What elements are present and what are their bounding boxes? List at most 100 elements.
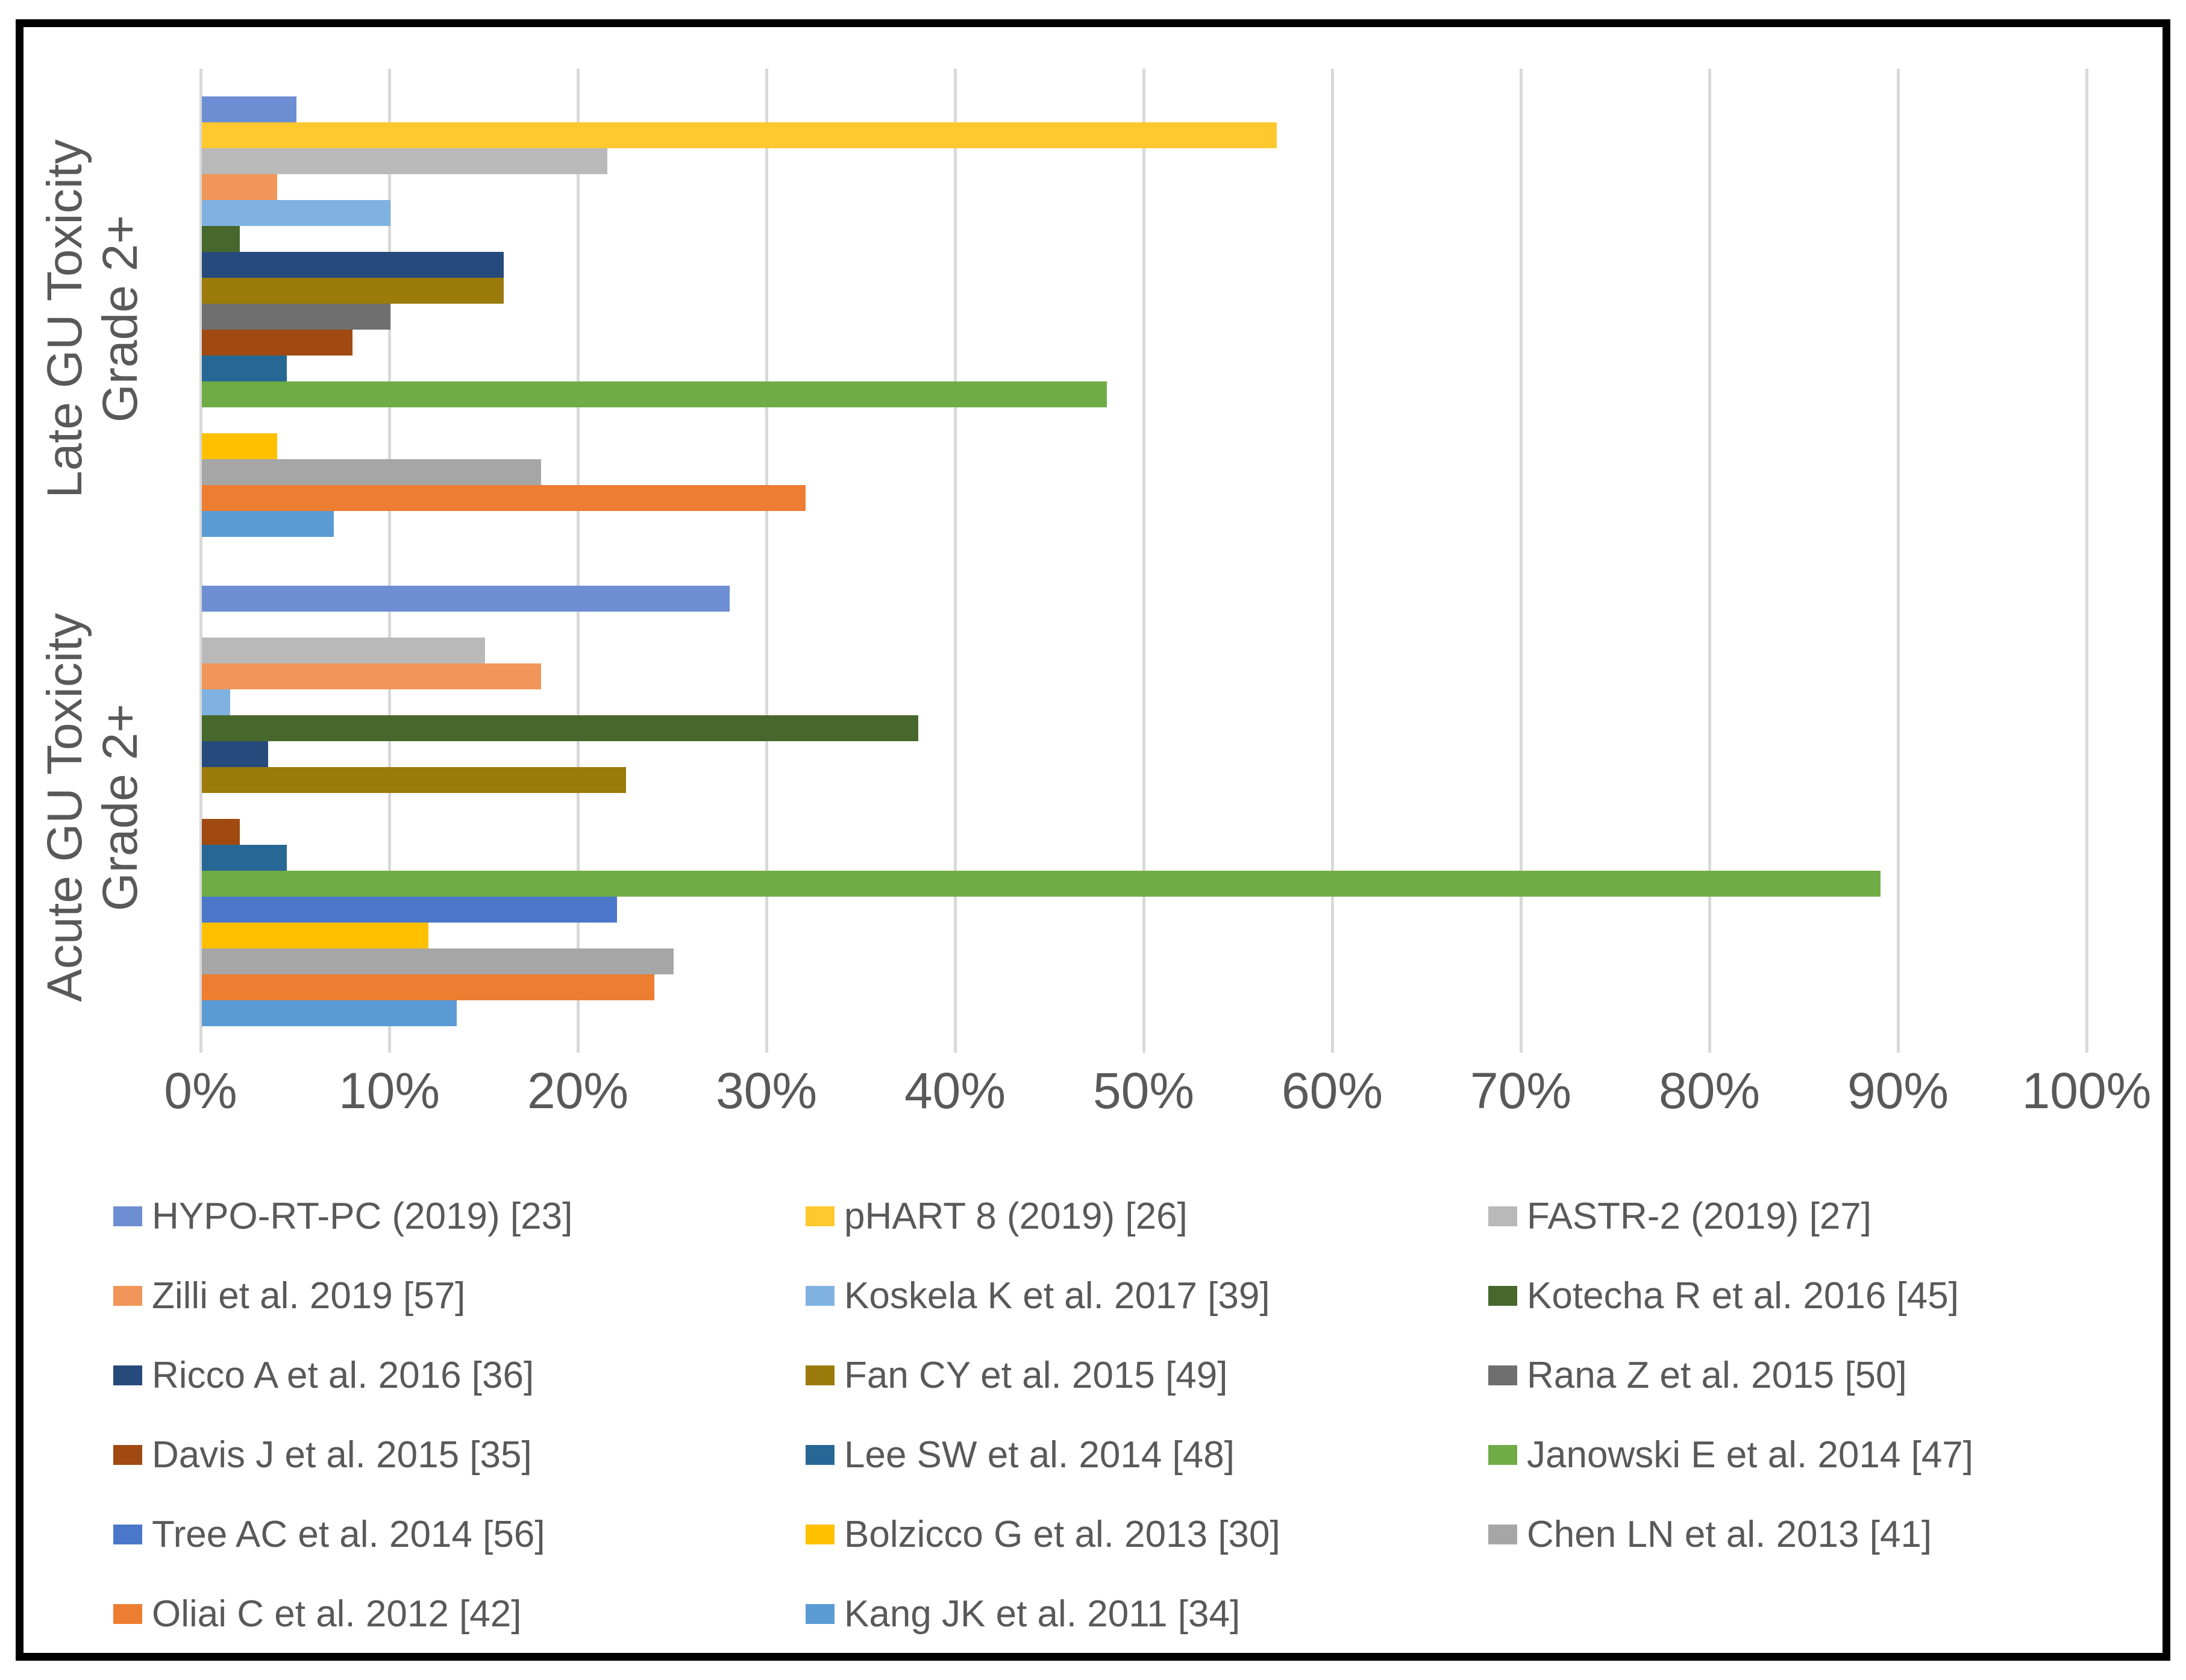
bar	[202, 1000, 457, 1026]
x-tick-label: 40%	[904, 1062, 1006, 1119]
legend-label: Kang JK et al. 2011 [34]	[844, 1593, 1241, 1635]
bar	[202, 96, 296, 122]
legend-swatch	[806, 1524, 835, 1544]
bar	[202, 174, 277, 200]
bar	[202, 586, 730, 612]
legend-swatch	[113, 1444, 142, 1465]
bar	[202, 278, 504, 304]
legend-item: HYPO-RT-PC (2019) [23]	[113, 1192, 572, 1240]
bar	[202, 511, 334, 537]
y-axis-label-line: Acute GU Toxicity	[37, 613, 92, 1002]
legend-label: pHART 8 (2019) [26]	[844, 1195, 1188, 1237]
x-tick-label: 90%	[1847, 1062, 1949, 1119]
legend-label: Davis J et al. 2015 [35]	[152, 1434, 532, 1476]
x-tick-label: 10%	[338, 1062, 440, 1119]
gridline	[199, 69, 202, 1053]
bar	[202, 663, 541, 689]
bar	[202, 226, 240, 252]
legend-swatch	[113, 1603, 142, 1624]
gridline	[388, 69, 391, 1053]
legend-item: FASTR-2 (2019) [27]	[1488, 1192, 1871, 1240]
legend-swatch	[806, 1603, 835, 1624]
legend-item: Ricco A et al. 2016 [36]	[113, 1351, 534, 1399]
bar	[202, 459, 541, 485]
y-axis-label-acute: Acute GU Toxicity Grade 2+	[37, 536, 155, 1079]
bar	[202, 715, 918, 741]
legend-label: Bolzicco G et al. 2013 [30]	[844, 1513, 1280, 1555]
bar	[202, 330, 352, 356]
legend-label: Tree AC et al. 2014 [56]	[152, 1513, 545, 1555]
x-tick-label: 20%	[527, 1062, 629, 1119]
legend-swatch	[1488, 1524, 1517, 1544]
legend-item: Bolzicco G et al. 2013 [30]	[806, 1510, 1280, 1558]
gridline	[1331, 69, 1334, 1053]
x-tick-label: 0%	[164, 1062, 237, 1119]
bar	[202, 252, 504, 278]
gridline	[1520, 69, 1523, 1053]
legend-swatch	[1488, 1206, 1517, 1226]
legend-label: Chen LN et al. 2013 [41]	[1527, 1513, 1932, 1555]
bar	[202, 381, 1107, 407]
bar	[202, 897, 617, 923]
legend-item: Lee SW et al. 2014 [48]	[806, 1431, 1235, 1479]
bar	[202, 433, 277, 459]
legend-item: Fan CY et al. 2015 [49]	[806, 1351, 1228, 1399]
bar	[202, 767, 626, 793]
bar	[202, 689, 230, 715]
legend-item: Zilli et al. 2019 [57]	[113, 1271, 465, 1320]
legend-label: Zilli et al. 2019 [57]	[152, 1274, 466, 1317]
legend-item: Kotecha R et al. 2016 [45]	[1488, 1271, 1959, 1320]
gridline	[577, 69, 580, 1053]
bar	[202, 356, 287, 381]
x-tick-label: 80%	[1658, 1062, 1761, 1119]
legend-label: Rana Z et al. 2015 [50]	[1527, 1354, 1907, 1396]
bar	[202, 304, 390, 330]
legend-item: Davis J et al. 2015 [35]	[113, 1431, 532, 1479]
bar	[202, 819, 240, 845]
legend-label: Kotecha R et al. 2016 [45]	[1527, 1274, 1959, 1317]
legend-label: Lee SW et al. 2014 [48]	[844, 1434, 1235, 1476]
legend-label: Koskela K et al. 2017 [39]	[844, 1274, 1270, 1317]
legend-item: Oliai C et al. 2012 [42]	[113, 1590, 521, 1638]
bar	[202, 122, 1277, 148]
x-tick-label: 50%	[1092, 1062, 1195, 1119]
y-axis-label-line: Grade 2+	[92, 215, 148, 423]
legend-swatch	[1488, 1285, 1517, 1306]
legend-swatch	[806, 1206, 835, 1226]
bar	[202, 200, 390, 226]
gridline	[2085, 69, 2088, 1053]
legend-item: Tree AC et al. 2014 [56]	[113, 1510, 545, 1558]
legend-swatch	[806, 1285, 835, 1306]
legend-item: Kang JK et al. 2011 [34]	[806, 1590, 1240, 1638]
bar	[202, 485, 806, 511]
bar	[202, 923, 428, 948]
legend-swatch	[806, 1444, 835, 1465]
legend-label: Janowski E et al. 2014 [47]	[1527, 1434, 1974, 1476]
legend-swatch	[113, 1365, 142, 1385]
legend-item: Chen LN et al. 2013 [41]	[1488, 1510, 1932, 1558]
legend-label: FASTR-2 (2019) [27]	[1527, 1195, 1872, 1237]
legend-label: HYPO-RT-PC (2019) [23]	[152, 1195, 573, 1237]
legend-label: Ricco A et al. 2016 [36]	[152, 1354, 534, 1396]
gridline	[1142, 69, 1145, 1053]
legend-swatch	[1488, 1444, 1517, 1465]
legend-item: Janowski E et al. 2014 [47]	[1488, 1431, 1973, 1479]
legend-item: pHART 8 (2019) [26]	[806, 1192, 1188, 1240]
bar	[202, 948, 674, 974]
bar	[202, 741, 268, 767]
y-axis-label-late: Late GU Toxicity Grade 2+	[37, 48, 155, 590]
bar	[202, 638, 485, 663]
bar	[202, 148, 607, 174]
bar	[202, 871, 1881, 897]
x-tick-label: 100%	[2022, 1062, 2152, 1119]
legend-swatch	[113, 1285, 142, 1306]
legend-swatch	[806, 1365, 835, 1385]
legend-swatch	[113, 1206, 142, 1226]
gridline	[1708, 69, 1711, 1053]
x-tick-label: 60%	[1281, 1062, 1383, 1119]
legend-swatch	[113, 1524, 142, 1544]
legend-label: Oliai C et al. 2012 [42]	[152, 1593, 522, 1635]
bar	[202, 845, 287, 871]
x-tick-label: 70%	[1470, 1062, 1572, 1119]
